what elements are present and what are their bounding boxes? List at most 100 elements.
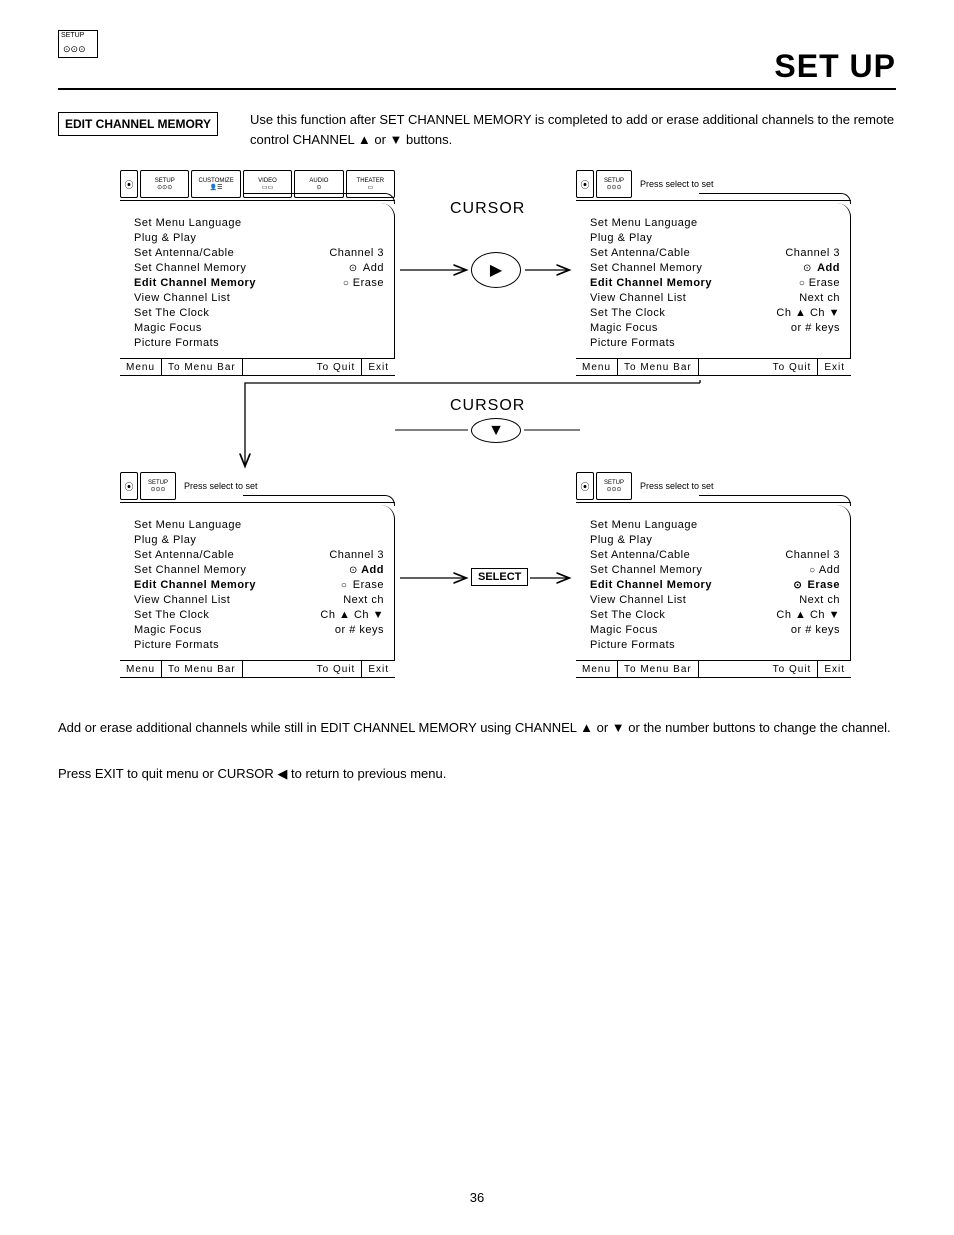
right-arrow-icon: ▶ (490, 260, 502, 280)
panel-body: Set Menu Language Plug & Play Set Antenn… (576, 203, 851, 358)
mi-ant: Set Antenna/Cable (134, 247, 234, 259)
mi-pic: Picture Formats (134, 337, 219, 349)
mi-edit: Edit Channel Memory (590, 579, 712, 591)
panel-footer: Menu To Menu Bar To Quit Exit (120, 358, 395, 376)
mi-lang: Set Menu Language (134, 217, 242, 229)
mi-edit: Edit Channel Memory (134, 277, 256, 289)
mi-clock: Set The Clock (134, 609, 209, 621)
mv-channel: Channel 3 (785, 247, 840, 259)
mv-erase: Erase (799, 277, 840, 289)
panel-body: Set Menu Language Plug & Play Set Antenn… (120, 505, 395, 660)
mi-magic: Magic Focus (134, 322, 202, 334)
mv-add: Add (349, 564, 384, 576)
mv-add: Add (349, 262, 384, 274)
mv-channel: Channel 3 (329, 247, 384, 259)
section-label: EDIT CHANNEL MEMORY (58, 112, 218, 136)
menu-panel-3: ⦿ SETUP⊙⊙⊙ Press select to set Set Menu … (120, 472, 395, 678)
mv-add: Add (809, 564, 840, 576)
title-rule (58, 88, 896, 90)
mv-channel: Channel 3 (785, 549, 840, 561)
menu-panel-1: ⦿ SETUP⊙⊙⊙ CUSTOMIZE👤☰ VIDEO▭▭ AUDIO⊙ TH… (120, 170, 395, 376)
mi-magic: Magic Focus (590, 624, 658, 636)
goto-icon: ⦿ (576, 170, 594, 198)
panel-body: Set Menu Language Plug & Play Set Antenn… (120, 203, 395, 358)
panel-footer: Menu To Menu Bar To Quit Exit (576, 358, 851, 376)
setup-corner-icon: SETUP (58, 30, 98, 58)
cursor-down-button: ▼ (471, 418, 521, 443)
mv-erase: Erase (343, 277, 384, 289)
mi-lang: Set Menu Language (590, 217, 698, 229)
mi-setch: Set Channel Memory (134, 262, 246, 274)
mi-lang: Set Menu Language (590, 519, 698, 531)
mi-clock: Set The Clock (590, 307, 665, 319)
mi-view: View Channel List (134, 292, 230, 304)
footer-menu: Menu (120, 661, 162, 677)
mv-orkeys: or # keys (335, 624, 384, 636)
footer-menu: Menu (120, 359, 162, 375)
mi-plug: Plug & Play (590, 232, 652, 244)
footer-exit: Exit (818, 359, 851, 375)
mv-orkeys: or # keys (791, 624, 840, 636)
panel-footer: Menu To Menu Bar To Quit Exit (576, 660, 851, 678)
footer-exit: Exit (362, 661, 395, 677)
mv-channel: Channel 3 (329, 549, 384, 561)
footer-tomenu: To Menu Bar (162, 359, 243, 375)
page-title: SET UP (774, 48, 896, 85)
mi-magic: Magic Focus (134, 624, 202, 636)
cursor-label-1: CURSOR (450, 200, 525, 218)
mi-plug: Plug & Play (134, 232, 196, 244)
mi-pic: Picture Formats (590, 337, 675, 349)
mi-edit: Edit Channel Memory (134, 579, 256, 591)
mv-erase: Erase (793, 579, 840, 591)
footer-menu: Menu (576, 359, 618, 375)
mi-plug: Plug & Play (590, 534, 652, 546)
footer-menu: Menu (576, 661, 618, 677)
mi-pic: Picture Formats (590, 639, 675, 651)
mv-chkeys: Ch ▲ Ch ▼ (776, 307, 840, 319)
menu-panel-4: ⦿ SETUP⊙⊙⊙ Press select to set Set Menu … (576, 472, 851, 678)
footer-tomenu: To Menu Bar (618, 359, 699, 375)
menu-panel-2: ⦿ SETUP⊙⊙⊙ Press select to set Set Menu … (576, 170, 851, 376)
mv-orkeys: or # keys (791, 322, 840, 334)
cursor-label-2: CURSOR (450, 397, 525, 415)
instruction-para-2: Press EXIT to quit menu or CURSOR ◀ to r… (58, 764, 896, 784)
mi-edit: Edit Channel Memory (590, 277, 712, 289)
footer-exit: Exit (362, 359, 395, 375)
mi-lang: Set Menu Language (134, 519, 242, 531)
select-button-label: SELECT (471, 568, 528, 586)
mi-ant: Set Antenna/Cable (134, 549, 234, 561)
mi-setch: Set Channel Memory (134, 564, 246, 576)
instruction-para-1: Add or erase additional channels while s… (58, 718, 896, 738)
mi-magic: Magic Focus (590, 322, 658, 334)
footer-toquit: To Quit (311, 359, 363, 375)
mv-erase: Erase (341, 579, 384, 591)
tab-setup: SETUP⊙⊙⊙ (596, 170, 632, 198)
mv-chkeys: Ch ▲ Ch ▼ (776, 609, 840, 621)
tab-setup: SETUP⊙⊙⊙ (140, 170, 189, 198)
mi-setch: Set Channel Memory (590, 262, 702, 274)
goto-icon: ⦿ (120, 472, 138, 500)
mv-nextch: Next ch (799, 594, 840, 606)
panel-footer: Menu To Menu Bar To Quit Exit (120, 660, 395, 678)
footer-tomenu: To Menu Bar (162, 661, 243, 677)
mi-plug: Plug & Play (134, 534, 196, 546)
down-arrow-icon: ▼ (488, 422, 504, 440)
footer-toquit: To Quit (767, 661, 819, 677)
tab-customize: CUSTOMIZE👤☰ (191, 170, 240, 198)
mi-view: View Channel List (134, 594, 230, 606)
footer-toquit: To Quit (311, 661, 363, 677)
goto-icon: ⦿ (576, 472, 594, 500)
mi-view: View Channel List (590, 594, 686, 606)
mv-add: Add (803, 262, 840, 274)
mi-clock: Set The Clock (590, 609, 665, 621)
mv-chkeys: Ch ▲ Ch ▼ (320, 609, 384, 621)
page-number: 36 (0, 1190, 954, 1205)
mi-pic: Picture Formats (134, 639, 219, 651)
mv-nextch: Next ch (343, 594, 384, 606)
goto-icon: ⦿ (120, 170, 138, 198)
footer-tomenu: To Menu Bar (618, 661, 699, 677)
mi-clock: Set The Clock (134, 307, 209, 319)
cursor-right-button: ▶ (471, 252, 521, 288)
panel-body: Set Menu Language Plug & Play Set Antenn… (576, 505, 851, 660)
mi-ant: Set Antenna/Cable (590, 247, 690, 259)
